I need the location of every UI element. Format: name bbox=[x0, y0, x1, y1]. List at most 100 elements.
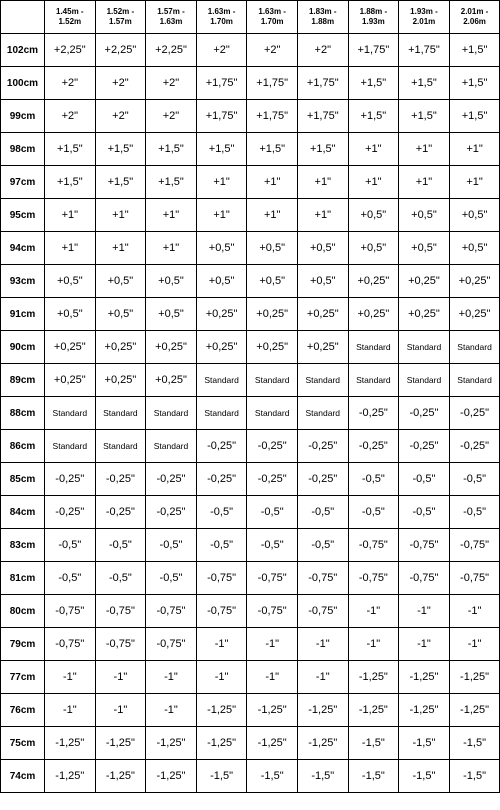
data-cell: -0,5" bbox=[399, 496, 450, 529]
sizing-table: 1.45m - 1.52m1.52m - 1.57m1.57m - 1.63m1… bbox=[0, 0, 500, 793]
data-cell: -0,75" bbox=[297, 595, 348, 628]
row-header: 93cm bbox=[1, 265, 45, 298]
table-row: 91cm+0,5"+0,5"+0,5"+0,25"+0,25"+0,25"+0,… bbox=[1, 298, 500, 331]
data-cell: Standard bbox=[297, 364, 348, 397]
data-cell: +1,75" bbox=[399, 34, 450, 67]
data-cell: -0,75" bbox=[95, 628, 146, 661]
row-header: 75cm bbox=[1, 727, 45, 760]
data-cell: +1" bbox=[348, 133, 399, 166]
table-row: 88cmStandardStandardStandardStandardStan… bbox=[1, 397, 500, 430]
data-cell: Standard bbox=[45, 430, 96, 463]
data-cell: +1" bbox=[297, 199, 348, 232]
table-row: 80cm-0,75"-0,75"-0,75"-0,75"-0,75"-0,75"… bbox=[1, 595, 500, 628]
data-cell: +1,5" bbox=[449, 34, 500, 67]
table-row: 100cm+2"+2"+2"+1,75"+1,75"+1,75"+1,5"+1,… bbox=[1, 67, 500, 100]
data-cell: -0,5" bbox=[196, 496, 247, 529]
data-cell: +2" bbox=[95, 100, 146, 133]
header-col: 1.83m - 1.88m bbox=[297, 1, 348, 34]
data-cell: +1,5" bbox=[95, 166, 146, 199]
data-cell: -1,25" bbox=[297, 694, 348, 727]
data-cell: +1" bbox=[146, 232, 197, 265]
data-cell: -0,75" bbox=[196, 595, 247, 628]
table-row: 83cm-0,5"-0,5"-0,5"-0,5"-0,5"-0,5"-0,75"… bbox=[1, 529, 500, 562]
data-cell: +1,5" bbox=[348, 67, 399, 100]
data-cell: -0,5" bbox=[449, 463, 500, 496]
data-cell: -0,25" bbox=[95, 463, 146, 496]
header-col: 1.63m - 1.70m bbox=[247, 1, 298, 34]
data-cell: +1,5" bbox=[146, 166, 197, 199]
data-cell: -1,5" bbox=[399, 760, 450, 793]
data-cell: Standard bbox=[95, 430, 146, 463]
data-cell: +2" bbox=[247, 34, 298, 67]
data-cell: +0,25" bbox=[297, 298, 348, 331]
data-cell: +1,5" bbox=[247, 133, 298, 166]
data-cell: -0,75" bbox=[399, 562, 450, 595]
header-col: 1.93m - 2.01m bbox=[399, 1, 450, 34]
data-cell: +1,5" bbox=[399, 67, 450, 100]
data-cell: +2,25" bbox=[45, 34, 96, 67]
table-row: 75cm-1,25"-1,25"-1,25"-1,25"-1,25"-1,25"… bbox=[1, 727, 500, 760]
data-cell: -1" bbox=[297, 661, 348, 694]
data-cell: -0,5" bbox=[449, 496, 500, 529]
data-cell: +0,5" bbox=[146, 265, 197, 298]
data-cell: -0,25" bbox=[399, 397, 450, 430]
data-cell: -1,25" bbox=[45, 760, 96, 793]
data-cell: -1" bbox=[247, 628, 298, 661]
data-cell: -1" bbox=[95, 661, 146, 694]
row-header: 76cm bbox=[1, 694, 45, 727]
data-cell: -1" bbox=[399, 595, 450, 628]
data-cell: -0,25" bbox=[196, 430, 247, 463]
data-cell: +2" bbox=[146, 100, 197, 133]
table-row: 86cmStandardStandardStandard-0,25"-0,25"… bbox=[1, 430, 500, 463]
data-cell: Standard bbox=[297, 397, 348, 430]
sizing-chart: 1.45m - 1.52m1.52m - 1.57m1.57m - 1.63m1… bbox=[0, 0, 500, 793]
data-cell: +0,5" bbox=[449, 199, 500, 232]
table-row: 89cm+0,25"+0,25"+0,25"StandardStandardSt… bbox=[1, 364, 500, 397]
data-cell: -0,25" bbox=[348, 430, 399, 463]
data-cell: +0,25" bbox=[45, 331, 96, 364]
data-cell: +0,5" bbox=[348, 232, 399, 265]
header-col: 2.01m - 2.06m bbox=[449, 1, 500, 34]
data-cell: -0,75" bbox=[449, 562, 500, 595]
table-row: 81cm-0,5"-0,5"-0,5"-0,75"-0,75"-0,75"-0,… bbox=[1, 562, 500, 595]
data-cell: +0,25" bbox=[196, 298, 247, 331]
data-cell: +0,5" bbox=[146, 298, 197, 331]
data-cell: +1,5" bbox=[146, 133, 197, 166]
data-cell: +1,75" bbox=[297, 100, 348, 133]
data-cell: +0,25" bbox=[247, 298, 298, 331]
data-cell: -0,5" bbox=[348, 463, 399, 496]
data-cell: +0,25" bbox=[297, 331, 348, 364]
data-cell: +0,5" bbox=[45, 298, 96, 331]
data-cell: -0,5" bbox=[45, 529, 96, 562]
data-cell: +0,5" bbox=[247, 232, 298, 265]
data-cell: +1,75" bbox=[196, 100, 247, 133]
data-cell: +1,75" bbox=[247, 67, 298, 100]
data-cell: +0,25" bbox=[45, 364, 96, 397]
data-cell: Standard bbox=[247, 364, 298, 397]
data-cell: +1" bbox=[146, 199, 197, 232]
data-cell: -1,25" bbox=[146, 760, 197, 793]
data-cell: +1" bbox=[399, 133, 450, 166]
data-cell: -0,75" bbox=[449, 529, 500, 562]
data-cell: -1,5" bbox=[449, 760, 500, 793]
data-cell: +1" bbox=[95, 199, 146, 232]
data-cell: -1,25" bbox=[449, 661, 500, 694]
table-row: 76cm-1"-1"-1"-1,25"-1,25"-1,25"-1,25"-1,… bbox=[1, 694, 500, 727]
data-cell: -0,75" bbox=[247, 562, 298, 595]
data-cell: +0,25" bbox=[449, 298, 500, 331]
data-cell: -1" bbox=[45, 661, 96, 694]
row-header: 94cm bbox=[1, 232, 45, 265]
data-cell: +1" bbox=[95, 232, 146, 265]
row-header: 84cm bbox=[1, 496, 45, 529]
data-cell: -0,75" bbox=[45, 595, 96, 628]
data-cell: +1" bbox=[449, 133, 500, 166]
data-cell: -1" bbox=[348, 595, 399, 628]
data-cell: -1,5" bbox=[247, 760, 298, 793]
data-cell: -0,75" bbox=[348, 529, 399, 562]
table-row: 84cm-0,25"-0,25"-0,25"-0,5"-0,5"-0,5"-0,… bbox=[1, 496, 500, 529]
data-cell: -0,5" bbox=[247, 529, 298, 562]
data-cell: Standard bbox=[399, 331, 450, 364]
row-header: 83cm bbox=[1, 529, 45, 562]
data-cell: +0,25" bbox=[146, 364, 197, 397]
data-cell: -0,25" bbox=[247, 430, 298, 463]
